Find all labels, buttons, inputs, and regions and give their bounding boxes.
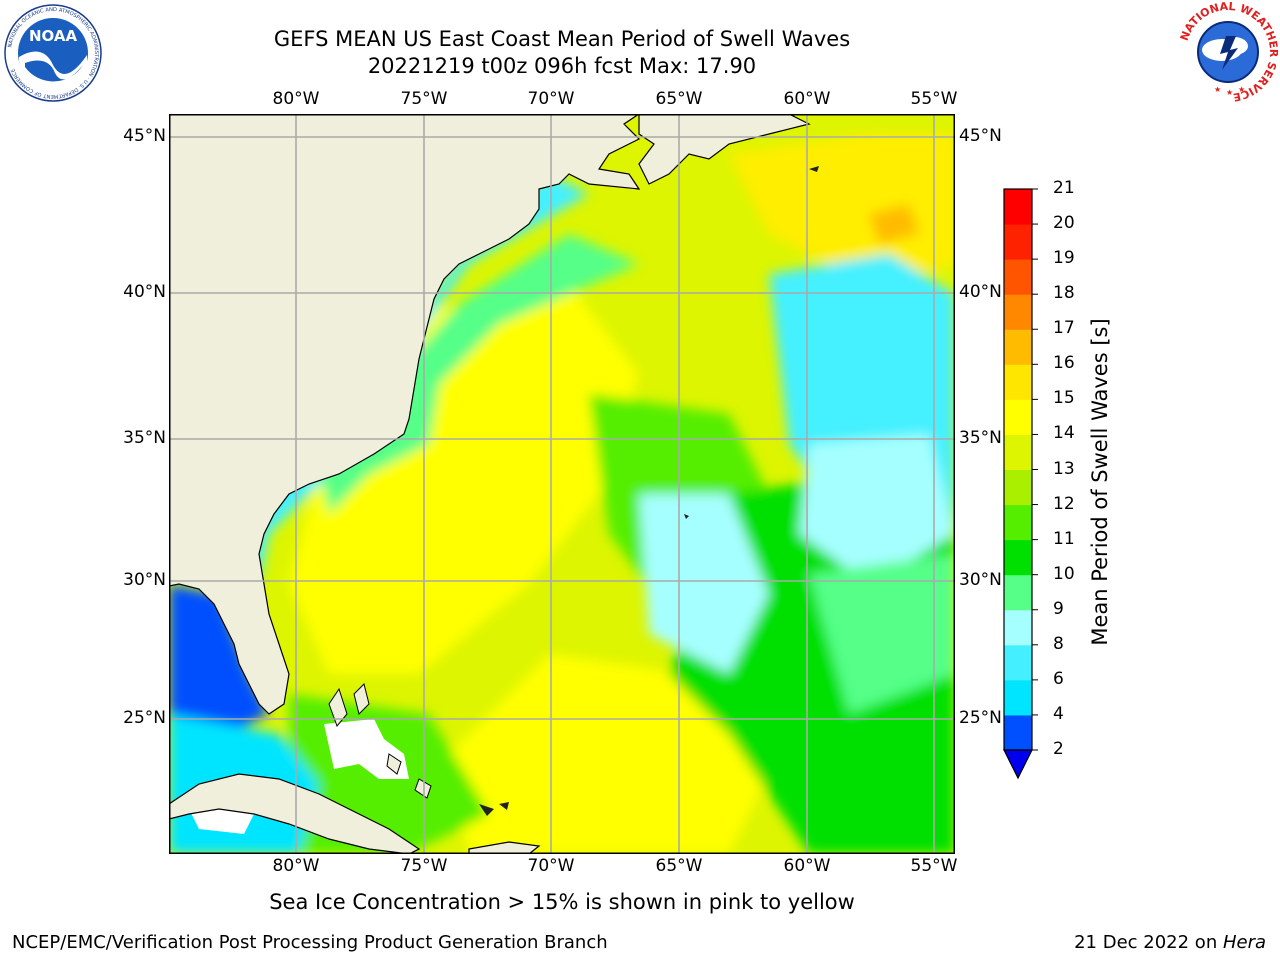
- lon-label-top: 65°W: [655, 89, 703, 109]
- lat-label-left: 35°N: [123, 428, 166, 448]
- lon-label-top: 75°W: [400, 89, 448, 109]
- colorbar-segment: [1004, 469, 1032, 506]
- svg-text:★: ★: [1214, 85, 1221, 94]
- field-mint-east: [809, 554, 955, 714]
- colorbar-segment: [1004, 644, 1032, 681]
- lon-label-bottom: 80°W: [272, 856, 320, 876]
- colorbar-segment: [1004, 329, 1032, 365]
- page-title: GEFS MEAN US East Coast Mean Period of S…: [273, 27, 851, 51]
- lon-label-top: 60°W: [783, 89, 831, 109]
- colorbar-segment: [1004, 714, 1032, 751]
- lat-label-left: 25°N: [123, 708, 166, 728]
- colorbar-tick-label: 16: [1053, 353, 1075, 374]
- lon-label-bottom: 75°W: [400, 856, 448, 876]
- lat-label-left: 40°N: [123, 282, 166, 302]
- field-orange-spot: [869, 204, 919, 244]
- lat-label-right: 35°N: [959, 428, 1002, 448]
- svg-text:★: ★: [1238, 85, 1245, 94]
- lat-label-right: 45°N: [959, 126, 1002, 146]
- field-lightcyan-central: [639, 494, 769, 674]
- colorbar-segment: [1004, 294, 1032, 330]
- nws-logo: NATIONAL WEATHER SERVICE ★ ★ ★: [1176, 0, 1280, 104]
- lat-label-left: 30°N: [123, 570, 166, 590]
- noaa-logo: NATIONAL OCEANIC AND ATMOSPHERIC ADMINIS…: [3, 3, 103, 103]
- colorbar-segment: [1004, 259, 1032, 295]
- lon-label-top: 70°W: [527, 89, 575, 109]
- lat-label-right: 40°N: [959, 282, 1002, 302]
- footer-host: Hera: [1222, 932, 1266, 953]
- colorbar-title: Mean Period of Swell Waves [s]: [1088, 318, 1112, 646]
- svg-text:★: ★: [1226, 88, 1233, 97]
- colorbar-tick-label: 21: [1053, 178, 1075, 198]
- colorbar-segment: [1004, 189, 1032, 225]
- colorbar-segment: [1004, 609, 1032, 646]
- footer-date: 21 Dec 2022 on Hera: [1074, 932, 1266, 953]
- lon-label-top: 80°W: [272, 89, 320, 109]
- footer-date-text: 21 Dec 2022 on: [1074, 932, 1223, 953]
- colorbar-segment: [1004, 539, 1032, 576]
- sea-ice-note: Sea Ice Concentration > 15% is shown in …: [269, 890, 855, 914]
- colorbar-segment: [1004, 434, 1032, 470]
- colorbar-segment: [1004, 224, 1032, 260]
- colorbar: [1003, 188, 1038, 780]
- land-north-america: [169, 114, 641, 715]
- colorbar-segment: [1004, 399, 1032, 435]
- colorbar-tick-label: 8: [1053, 633, 1064, 654]
- colorbar-segment: [1004, 364, 1032, 400]
- field-yellow-north: [729, 134, 955, 284]
- colorbar-tick-label: 18: [1053, 283, 1075, 304]
- colorbar-tick-label: 19: [1053, 248, 1075, 269]
- colorbar-extend-arrow: [1003, 749, 1033, 780]
- field-lightcyan-east: [799, 434, 955, 584]
- colorbar-tick-label: 10: [1053, 563, 1075, 584]
- colorbar-tick-label: 9: [1053, 598, 1064, 619]
- colorbar-tick-label: 14: [1053, 423, 1075, 444]
- lat-label-left: 45°N: [123, 126, 166, 146]
- lon-label-bottom: 55°W: [910, 856, 958, 876]
- colorbar-tick-label: 13: [1053, 458, 1075, 479]
- lon-label-top: 55°W: [910, 89, 958, 109]
- colorbar-tick-label: 15: [1053, 388, 1075, 409]
- colorbar-segment: [1004, 679, 1032, 716]
- field-gulf-blue: [169, 584, 269, 734]
- svg-text:NOAA: NOAA: [29, 27, 78, 45]
- lon-label-bottom: 70°W: [527, 856, 575, 876]
- field-yellow-south: [449, 654, 769, 854]
- lat-label-right: 30°N: [959, 570, 1002, 590]
- colorbar-tick-label: 2: [1053, 739, 1064, 759]
- forecast-subtitle: 20221219 t00z 096h fcst Max: 17.90: [367, 54, 757, 78]
- colorbar-tick-label: 11: [1053, 528, 1075, 549]
- lon-label-bottom: 60°W: [783, 856, 831, 876]
- lat-label-right: 25°N: [959, 708, 1002, 728]
- colorbar-segment: [1004, 504, 1032, 541]
- land-cuba: [169, 773, 421, 854]
- land-maritimes: [638, 114, 811, 185]
- map-gridlines: [169, 114, 955, 854]
- colorbar-tick-label: 6: [1053, 668, 1064, 689]
- swell-period-map: [169, 114, 955, 854]
- colorbar-segment: [1004, 574, 1032, 611]
- footer-credit: NCEP/EMC/Verification Post Processing Pr…: [12, 932, 608, 953]
- colorbar-tick-label: 20: [1053, 213, 1075, 234]
- field-coastal-green: [319, 234, 639, 514]
- colorbar-tick-label: 4: [1053, 703, 1064, 724]
- colorbar-tick-label: 12: [1053, 493, 1075, 514]
- colorbar-tick-label: 17: [1053, 318, 1075, 339]
- lon-label-bottom: 65°W: [655, 856, 703, 876]
